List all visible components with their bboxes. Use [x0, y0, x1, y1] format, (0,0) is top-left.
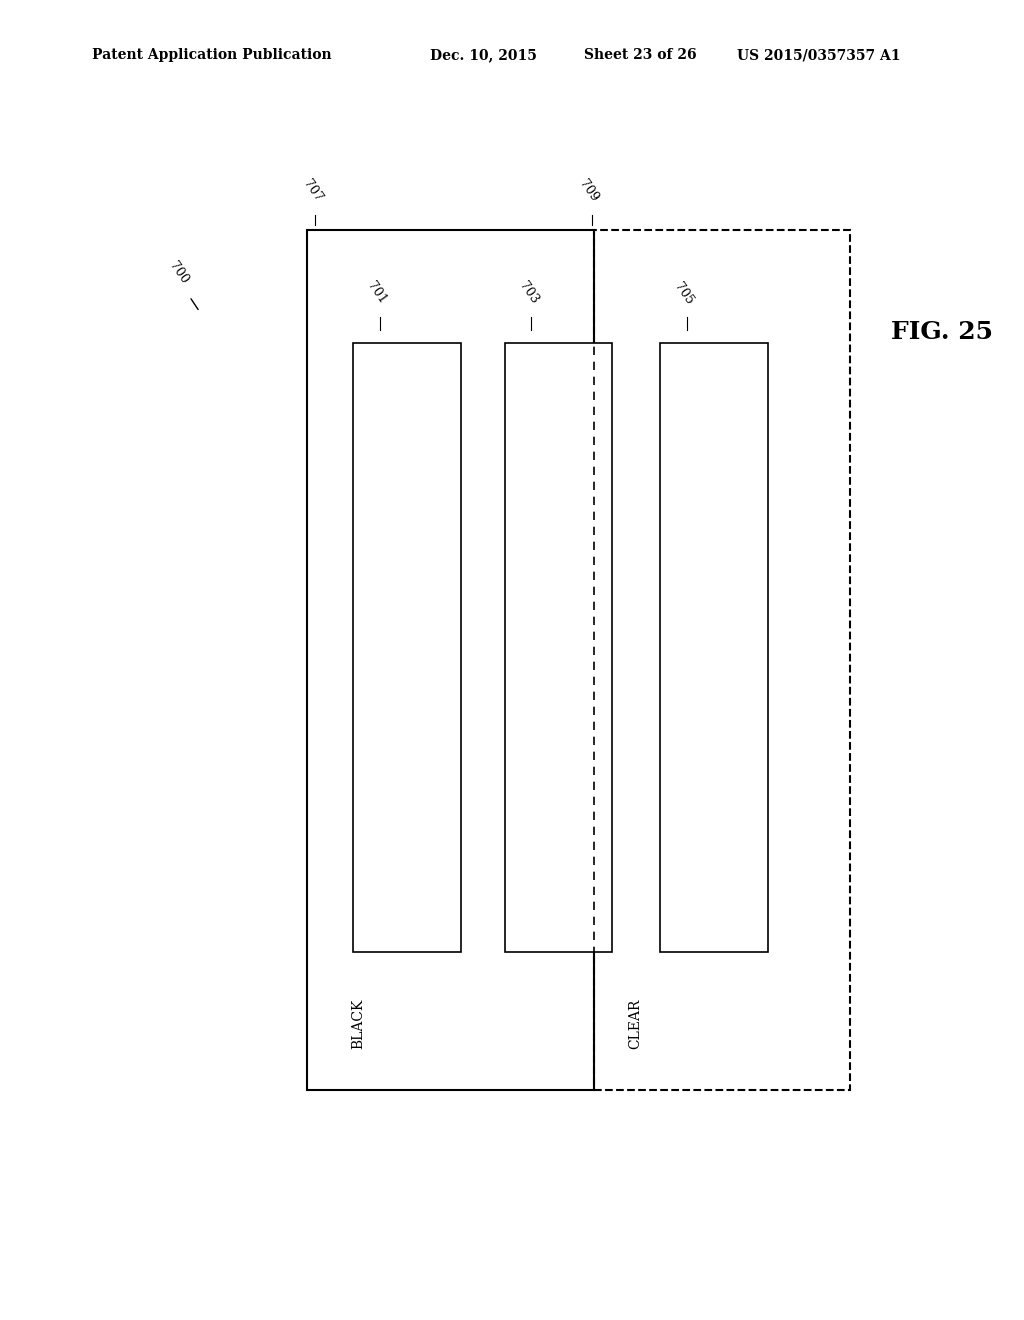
- Text: 700: 700: [167, 259, 191, 286]
- Text: BLACK: BLACK: [351, 999, 366, 1049]
- Text: 705: 705: [672, 280, 696, 306]
- Text: US 2015/0357357 A1: US 2015/0357357 A1: [737, 49, 901, 62]
- Text: 707: 707: [300, 177, 325, 205]
- Text: FIG. 25: FIG. 25: [891, 321, 993, 345]
- FancyBboxPatch shape: [505, 343, 612, 952]
- Text: Sheet 23 of 26: Sheet 23 of 26: [584, 49, 696, 62]
- FancyBboxPatch shape: [353, 343, 461, 952]
- FancyBboxPatch shape: [660, 343, 768, 952]
- Text: 703: 703: [516, 280, 541, 306]
- Text: CLEAR: CLEAR: [628, 999, 642, 1049]
- Text: Patent Application Publication: Patent Application Publication: [92, 49, 332, 62]
- Text: 701: 701: [365, 280, 389, 306]
- Text: Dec. 10, 2015: Dec. 10, 2015: [430, 49, 537, 62]
- Text: 709: 709: [577, 177, 601, 205]
